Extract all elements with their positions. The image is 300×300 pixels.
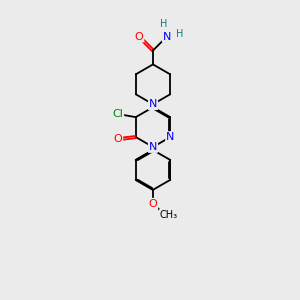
Text: Cl: Cl [112, 109, 123, 119]
Text: CH₃: CH₃ [160, 210, 178, 220]
Text: N: N [166, 132, 174, 142]
Text: O: O [148, 199, 158, 209]
Text: O: O [113, 134, 122, 144]
Text: H: H [160, 19, 168, 28]
Text: N: N [149, 142, 157, 152]
Text: H: H [176, 28, 184, 38]
Text: O: O [135, 32, 143, 41]
Text: N: N [163, 32, 171, 41]
Text: N: N [149, 99, 157, 109]
